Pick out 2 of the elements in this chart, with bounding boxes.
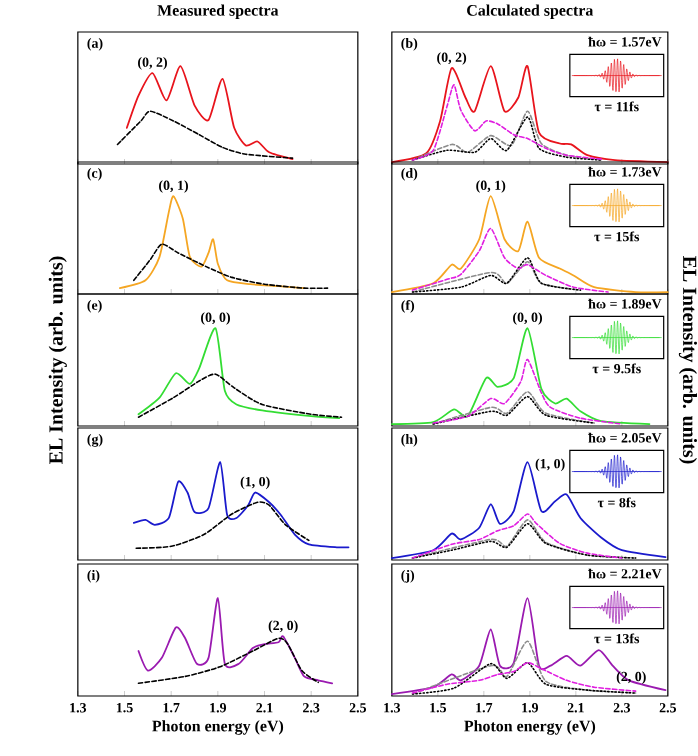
y-axis-title: EL Intensity (arb. units) (678, 255, 698, 464)
y-axis-title: EL Intensity (arb. units) (48, 256, 67, 464)
